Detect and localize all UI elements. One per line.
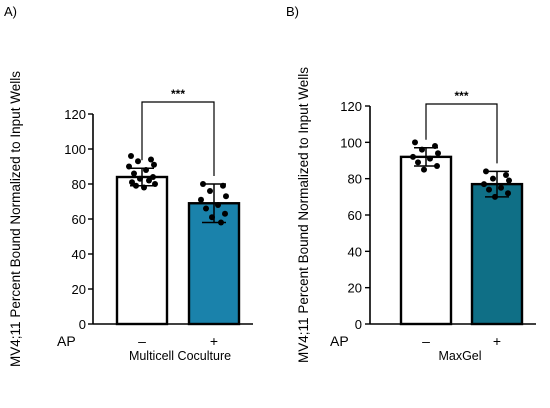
y-axis-title: MV4;11 Percent Bound Normalized to Input… — [8, 71, 23, 367]
category-label: + — [493, 333, 501, 349]
data-point — [412, 139, 418, 146]
data-point — [421, 166, 427, 173]
y-tick-label: 80 — [348, 172, 362, 187]
data-point — [148, 156, 154, 163]
data-point — [222, 210, 228, 217]
data-point — [415, 159, 421, 166]
data-point — [198, 196, 204, 203]
data-point — [150, 174, 156, 180]
data-point — [151, 161, 157, 168]
significance-label: *** — [171, 87, 185, 101]
y-tick-label: 40 — [72, 247, 86, 262]
y-axis-title: MV4;11 Percent Bound Normalized to Input… — [296, 67, 311, 363]
bar-minus — [115, 175, 169, 326]
y-tick-label: 120 — [64, 107, 86, 122]
significance-bracket — [141, 101, 215, 176]
data-point — [435, 150, 441, 157]
y-tick-label: 100 — [340, 135, 362, 150]
data-point — [506, 177, 512, 184]
data-point — [215, 202, 221, 208]
category-label: – — [138, 333, 146, 349]
y-tick-label: 20 — [348, 281, 362, 296]
data-point — [128, 153, 134, 159]
data-point — [146, 177, 152, 184]
y-tick-label: 0 — [79, 317, 86, 332]
panel-label: B) — [286, 4, 299, 19]
ap-row-label: AP — [57, 333, 76, 349]
bar-plus — [470, 182, 524, 326]
data-point — [498, 184, 504, 191]
data-point — [486, 186, 492, 193]
panel-label: A) — [4, 4, 17, 19]
y-tick-label: 20 — [72, 282, 86, 297]
bar-minus — [399, 155, 453, 326]
y-tick-label: 80 — [72, 177, 86, 192]
y-tick-label: 60 — [72, 212, 86, 227]
data-point — [207, 188, 213, 194]
data-point — [129, 179, 135, 186]
category-label: + — [210, 333, 218, 349]
data-point — [505, 190, 511, 197]
y-tick-label: 0 — [355, 317, 362, 332]
data-point — [503, 172, 509, 179]
ap-row-label: AP — [330, 333, 349, 349]
data-point — [410, 153, 416, 160]
data-point — [223, 193, 229, 200]
significance-label: *** — [454, 89, 468, 103]
data-point — [131, 170, 137, 177]
data-point — [203, 205, 209, 212]
data-point — [135, 158, 141, 165]
y-tick-label: 120 — [340, 99, 362, 114]
category-label: – — [422, 333, 430, 349]
y-tick-label: 40 — [348, 244, 362, 259]
group-label: MaxGel — [438, 349, 481, 363]
data-point — [427, 155, 433, 162]
y-tick-label: 60 — [348, 208, 362, 223]
group-label: Multicell Coculture — [129, 349, 231, 363]
data-point — [481, 181, 487, 188]
data-point — [490, 175, 496, 182]
y-tick-label: 100 — [64, 142, 86, 157]
significance-bracket — [425, 103, 498, 164]
